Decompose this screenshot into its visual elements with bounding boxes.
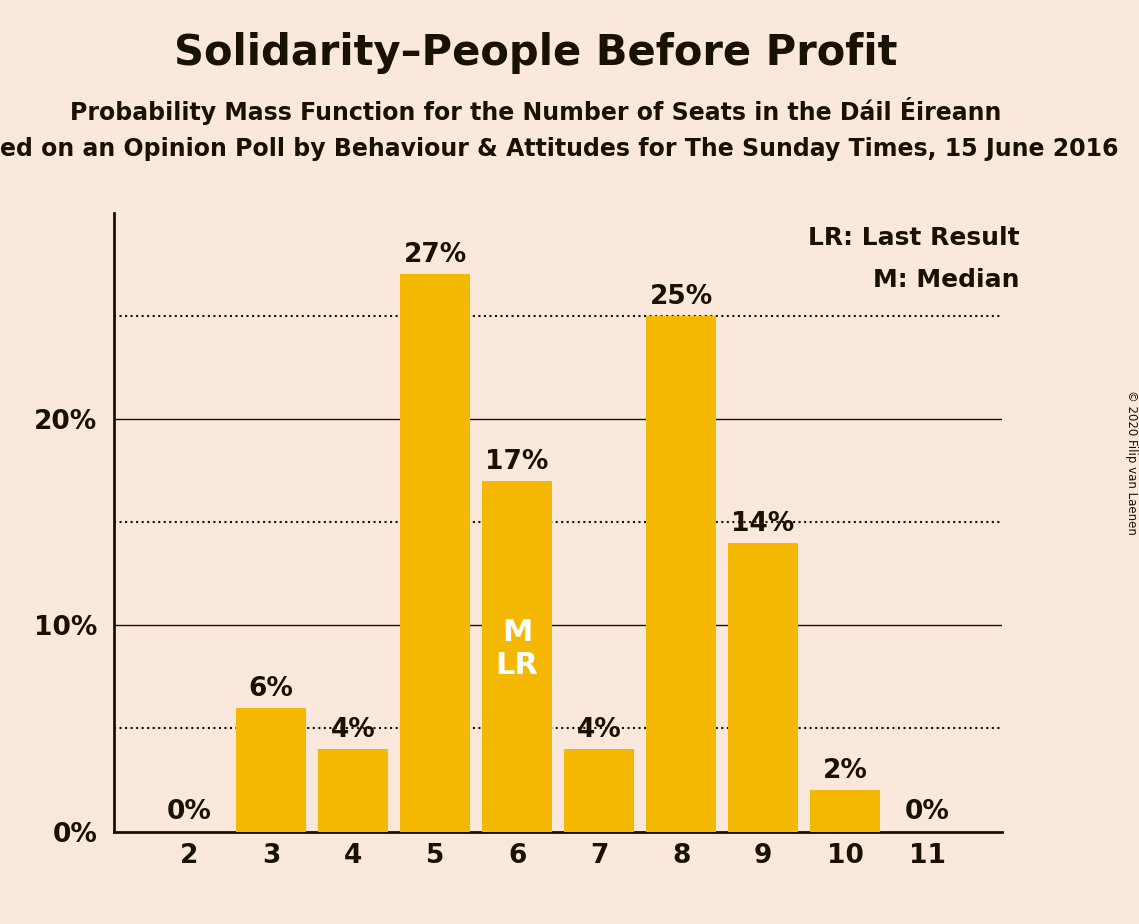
- Text: M
LR: M LR: [495, 618, 539, 680]
- Text: 0%: 0%: [904, 799, 950, 825]
- Bar: [646, 316, 716, 832]
- Bar: [236, 708, 306, 832]
- Text: M: Median: M: Median: [872, 268, 1019, 292]
- Text: 2%: 2%: [822, 758, 868, 784]
- Text: © 2020 Filip van Laenen: © 2020 Filip van Laenen: [1124, 390, 1138, 534]
- Text: LR: Last Result: LR: Last Result: [808, 226, 1019, 250]
- Text: 6%: 6%: [248, 675, 294, 701]
- Text: 4%: 4%: [330, 717, 376, 743]
- Bar: [810, 790, 880, 832]
- Text: 14%: 14%: [731, 510, 795, 537]
- Bar: [482, 480, 552, 832]
- Text: 17%: 17%: [485, 448, 549, 475]
- Bar: [564, 749, 634, 832]
- Text: 4%: 4%: [576, 717, 622, 743]
- Text: Solidarity–People Before Profit: Solidarity–People Before Profit: [173, 32, 898, 74]
- Text: 27%: 27%: [403, 242, 467, 268]
- Bar: [400, 274, 470, 832]
- Text: 0%: 0%: [166, 799, 212, 825]
- Text: Based on an Opinion Poll by Behaviour & Attitudes for The Sunday Times, 15 June : Based on an Opinion Poll by Behaviour & …: [0, 137, 1118, 161]
- Text: 25%: 25%: [649, 284, 713, 310]
- Text: Probability Mass Function for the Number of Seats in the Dáil Éireann: Probability Mass Function for the Number…: [69, 97, 1001, 125]
- Bar: [318, 749, 388, 832]
- Bar: [728, 542, 798, 832]
